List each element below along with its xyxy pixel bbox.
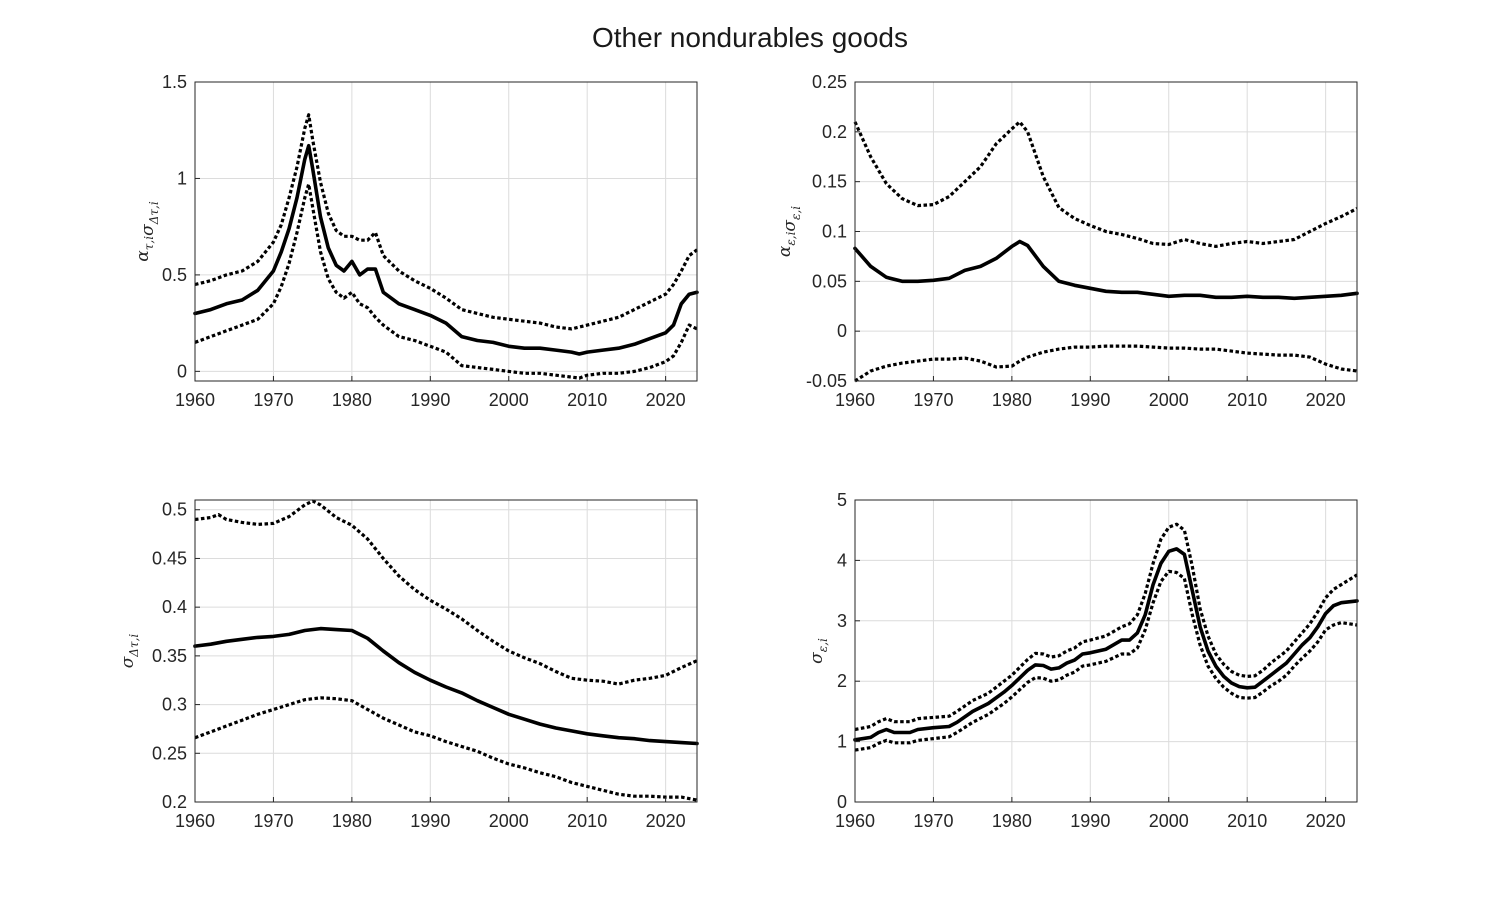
x-tick-label: 2010: [1227, 811, 1267, 831]
x-tick-label: 1980: [992, 390, 1032, 410]
x-tick-label: 2000: [489, 390, 529, 410]
subplot-2: 1960 1970 1980 1990 2000 2010 2020 -0.05 0 0.05 0.…: [775, 72, 1359, 410]
series-median-line: [853, 547, 1359, 742]
x-tick-label: 1970: [913, 811, 953, 831]
plot-area: [195, 82, 697, 381]
x-tick-label: 1980: [992, 811, 1032, 831]
y-axis-label-subscript: Δτ,i: [147, 201, 161, 225]
y-tick-label: 0.25: [152, 743, 187, 763]
y-axis-label-subscript: τ,i: [142, 236, 156, 250]
figure-title: Other nondurables goods: [592, 22, 908, 53]
x-tick-label: 2000: [489, 811, 529, 831]
series-upper-line: [194, 113, 698, 331]
y-tick-label: 0: [177, 361, 187, 381]
y-axis-label-subscript: ε,i: [784, 231, 798, 245]
series-upper-line: [853, 120, 1358, 248]
y-tick-label: 0.35: [152, 646, 187, 666]
subplot-3: 1960 1970 1980 1990 2000 2010 2020 0.2 0.25 0.3 0.…: [118, 499, 699, 831]
series-upper-line: [194, 499, 698, 686]
y-tick-label: 2: [837, 671, 847, 691]
series-lower-line: [194, 696, 698, 802]
y-tick-label: 0.3: [162, 695, 187, 715]
y-tick-label: 5: [837, 490, 847, 510]
x-tick-label: 1970: [913, 390, 953, 410]
y-axis-label: ατ,iσΔτ,i: [133, 201, 161, 262]
y-tick-label: 4: [837, 550, 847, 570]
series-median-line: [193, 143, 699, 356]
y-tick-label: 0.15: [812, 172, 847, 192]
x-tick-label: 2000: [1149, 390, 1189, 410]
x-tick-label: 1960: [835, 811, 875, 831]
y-axis-label-symbol: σ: [138, 224, 158, 236]
y-tick-label: 0.4: [162, 597, 187, 617]
series-upper-line: [854, 522, 1358, 732]
x-tick-label: 1990: [1070, 811, 1110, 831]
y-axis-label-subscript: ε,i: [789, 206, 803, 220]
axes-box: [194, 81, 698, 382]
y-tick-label: 0.2: [162, 792, 187, 812]
y-axis-label: αε,iσε,i: [775, 206, 803, 257]
y-tick-label: 0.1: [822, 222, 847, 242]
x-tick-label: 2020: [1306, 390, 1346, 410]
x-tick-label: 1960: [835, 390, 875, 410]
x-tick-label: 2020: [646, 390, 686, 410]
x-tick-label: 2010: [567, 390, 607, 410]
axes-box: [854, 499, 1358, 803]
y-tick-label: 0.45: [152, 548, 187, 568]
x-tick-label: 1980: [332, 811, 372, 831]
series-lower-line: [194, 182, 698, 380]
y-axis-label-subscript: Δτ,i: [127, 634, 141, 658]
x-tick-label: 1970: [253, 811, 293, 831]
x-tick-label: 2020: [1306, 811, 1346, 831]
x-tick-label: 2010: [567, 811, 607, 831]
x-tick-label: 1960: [175, 811, 215, 831]
x-tick-label: 1990: [410, 811, 450, 831]
y-tick-label: 3: [837, 611, 847, 631]
series-lower-line: [854, 569, 1358, 752]
x-tick-label: 1990: [1070, 390, 1110, 410]
series-median-line: [853, 239, 1359, 301]
x-tick-label: 1990: [410, 390, 450, 410]
y-axis-label-symbol: σ: [118, 656, 138, 668]
y-tick-label: 1.5: [162, 72, 187, 92]
y-axis-label-symbol: α: [133, 250, 153, 262]
y-tick-label: -0.05: [806, 371, 847, 391]
y-axis-label-symbol: σ: [807, 652, 827, 664]
x-tick-label: 1970: [253, 390, 293, 410]
series-median-line: [193, 626, 699, 746]
plot-area: [195, 500, 697, 802]
y-tick-label: 0.5: [162, 265, 187, 285]
y-tick-label: 0: [837, 792, 847, 812]
subplot-4: 1960 1970 1980 1990 2000 2010 2020 0 1 2 3 4 5 σε,i: [807, 490, 1359, 831]
y-axis-label-symbol: σ: [780, 220, 800, 232]
x-tick-label: 1980: [332, 390, 372, 410]
axes-box: [194, 499, 698, 803]
y-axis-label-subscript: ε,i: [816, 638, 830, 652]
y-axis-label-symbol: α: [775, 245, 795, 257]
x-tick-label: 2010: [1227, 390, 1267, 410]
x-tick-label: 2000: [1149, 811, 1189, 831]
y-tick-label: 1: [177, 168, 187, 188]
x-tick-label: 1960: [175, 390, 215, 410]
y-tick-label: 0.2: [822, 122, 847, 142]
series-lower-line: [854, 344, 1358, 383]
y-tick-label: 1: [837, 732, 847, 752]
y-axis-label: σε,i: [807, 638, 830, 664]
subplot-1: 1960 1970 1980 1990 2000 2010 2020 0 0.5 1 1.5 ατ,i…: [133, 72, 699, 410]
y-tick-label: 0.05: [812, 271, 847, 291]
y-axis-label: σΔτ,i: [118, 634, 141, 669]
x-tick-label: 2020: [646, 811, 686, 831]
y-tick-label: 0.25: [812, 72, 847, 92]
y-tick-label: 0.5: [162, 500, 187, 520]
y-tick-label: 0: [837, 321, 847, 341]
